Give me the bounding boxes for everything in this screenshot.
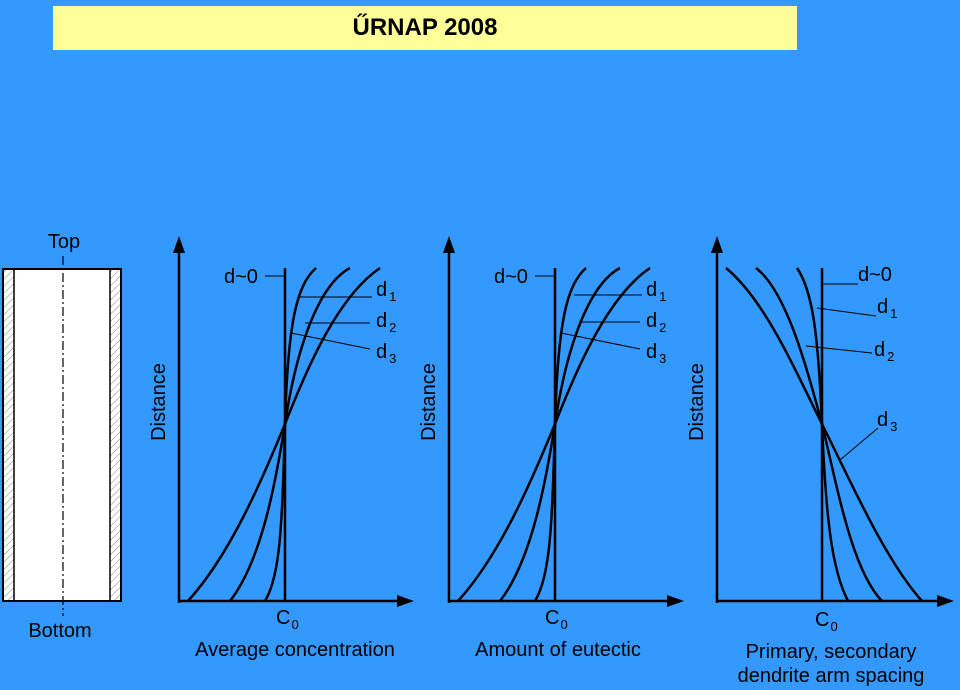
- x-axis-arrow: [667, 595, 684, 607]
- c0-label: C0: [815, 609, 838, 634]
- curve-label-d0: d~0: [224, 266, 258, 288]
- leader-lines: [535, 275, 642, 350]
- curve-label-d0: d~0: [494, 266, 528, 288]
- x-axis-arrow: [937, 595, 954, 607]
- y-axis-label: Distance: [148, 363, 170, 441]
- x-axis-label-line1: Primary, secondary: [746, 641, 917, 663]
- curves: [187, 266, 381, 602]
- curve-d2: [229, 266, 351, 602]
- title-banner: ŰRNAP 2008: [53, 6, 797, 50]
- mold-wall-left: [4, 270, 14, 600]
- x-axis-arrow: [397, 595, 414, 607]
- x-axis-label: Amount of eutectic: [475, 639, 641, 661]
- y-axis-arrow: [173, 236, 185, 253]
- leader-d3: [290, 332, 371, 350]
- ingot-body: [2, 268, 122, 602]
- y-axis-arrow: [711, 236, 723, 253]
- leader-lines: [805, 283, 879, 461]
- top-label: Top: [48, 231, 80, 253]
- curve-d3: [457, 266, 651, 602]
- mold-wall-right: [110, 270, 120, 600]
- x-axis-label-line2: dendrite arm spacing: [738, 665, 925, 687]
- curves: [725, 267, 923, 602]
- curves: [457, 266, 651, 602]
- title-text: ŰRNAP 2008: [352, 14, 498, 41]
- leader-d1: [816, 307, 877, 317]
- sample-ingot: Top Bottom: [2, 231, 122, 642]
- curve-d3: [187, 266, 381, 602]
- c0-label: C0: [545, 607, 568, 632]
- leader-d2: [805, 345, 873, 354]
- y-axis-arrow: [443, 236, 455, 253]
- y-axis-label: Distance: [686, 363, 708, 441]
- y-axis-label: Distance: [418, 363, 440, 441]
- x-axis-label: Average concentration: [195, 639, 395, 661]
- curve-label-d0: d~0: [858, 264, 892, 286]
- curve-d1: [263, 267, 317, 602]
- curve-d3: [725, 267, 923, 602]
- leader-lines: [265, 275, 372, 350]
- curve-d2: [499, 266, 621, 602]
- curve-d1: [533, 267, 587, 602]
- leader-d3: [839, 427, 879, 461]
- curve-d2: [755, 267, 883, 602]
- bottom-label: Bottom: [28, 620, 91, 642]
- c0-label: C0: [276, 607, 299, 632]
- leader-d3: [560, 332, 641, 350]
